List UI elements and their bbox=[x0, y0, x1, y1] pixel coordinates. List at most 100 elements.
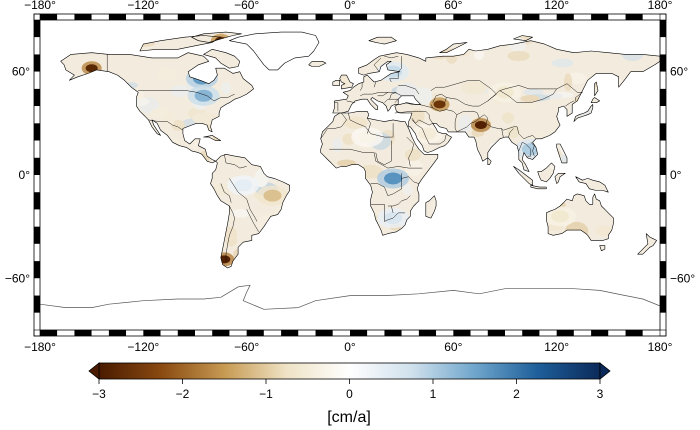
frame-segment bbox=[384, 14, 402, 20]
country-border bbox=[375, 140, 392, 165]
country-border bbox=[411, 119, 447, 145]
colorbar-extend-high bbox=[599, 362, 611, 380]
coastline-philippines bbox=[556, 143, 568, 164]
field-patch bbox=[410, 108, 425, 124]
frame-segment bbox=[281, 14, 299, 20]
frame-segment bbox=[522, 330, 540, 336]
field-feature bbox=[227, 175, 260, 196]
country-border bbox=[530, 142, 535, 157]
coastline-britain bbox=[339, 74, 354, 90]
coastline-ireland bbox=[332, 80, 341, 86]
frame-segment bbox=[660, 312, 666, 330]
frame-segment bbox=[660, 192, 666, 210]
country-border bbox=[391, 205, 394, 213]
frame-corner bbox=[659, 13, 667, 21]
frame-segment bbox=[195, 14, 213, 20]
frame-segment bbox=[108, 14, 127, 20]
frame-segment bbox=[418, 14, 437, 20]
country-border bbox=[373, 81, 377, 88]
colorbar-ticks: −3 −2 −1 0 1 2 3 bbox=[92, 379, 604, 401]
country-border bbox=[425, 111, 433, 124]
coastline-australia bbox=[545, 193, 614, 241]
frame-segment bbox=[40, 330, 58, 336]
frame-segment bbox=[470, 330, 488, 336]
field-patch bbox=[404, 148, 421, 161]
frame-segment bbox=[453, 330, 471, 336]
frame-segment bbox=[591, 330, 609, 336]
frame-segment bbox=[642, 330, 660, 336]
frame-segment bbox=[401, 330, 419, 336]
longitude-label: 120° bbox=[544, 0, 569, 12]
country-border bbox=[360, 92, 402, 97]
field-patch bbox=[474, 48, 485, 61]
country-border bbox=[556, 83, 583, 101]
country-border bbox=[565, 100, 575, 107]
longitude-label: 60° bbox=[444, 340, 462, 354]
frame-segment bbox=[505, 330, 523, 336]
frame-segment bbox=[34, 209, 40, 227]
coastline-java bbox=[530, 185, 547, 190]
country-border bbox=[394, 111, 426, 114]
colorbar-tick-label: 2 bbox=[513, 387, 520, 401]
frame-segment bbox=[487, 14, 505, 20]
coastline-sumatra bbox=[513, 166, 533, 186]
longitude-label: −60° bbox=[234, 0, 259, 12]
longitude-label: 60° bbox=[444, 0, 462, 12]
coastline-new-guinea bbox=[575, 176, 609, 193]
frame-segment bbox=[660, 20, 666, 38]
colorbar: −3 −2 −1 0 1 2 3 [cm/a] bbox=[88, 362, 611, 426]
field-feature bbox=[544, 206, 577, 227]
coastline-iceland bbox=[308, 60, 327, 67]
latitude-label: 0° bbox=[19, 168, 31, 182]
coastline-north-america bbox=[60, 52, 254, 164]
coastline-antarctica bbox=[40, 284, 660, 310]
frame-segment bbox=[74, 14, 92, 20]
field-patch bbox=[523, 88, 544, 96]
country-border bbox=[360, 82, 363, 91]
latitude-labels-right: 60° 0° −60° bbox=[670, 65, 695, 286]
frame-segment bbox=[34, 261, 40, 279]
country-border bbox=[501, 128, 504, 138]
frame-segment bbox=[212, 14, 230, 20]
frame-segment bbox=[436, 14, 454, 20]
coastline-tasmania bbox=[599, 245, 606, 252]
frame-segment bbox=[91, 14, 109, 20]
field-patch bbox=[223, 226, 238, 241]
frame-segment bbox=[332, 330, 350, 336]
frame-segment bbox=[660, 37, 666, 55]
frame-segment bbox=[660, 261, 666, 279]
frame-segment bbox=[608, 330, 626, 336]
longitude-label: −180° bbox=[24, 340, 56, 354]
frame-segment bbox=[660, 123, 666, 141]
field-patch bbox=[507, 50, 530, 62]
frame-segment bbox=[263, 14, 282, 20]
frame-segment bbox=[298, 14, 316, 20]
frame-segment bbox=[229, 330, 247, 336]
colorbar-gradient bbox=[98, 362, 601, 380]
longitude-label: 0° bbox=[344, 340, 356, 354]
frame-segment bbox=[143, 14, 161, 20]
field-patch bbox=[332, 137, 343, 153]
longitude-label: −120° bbox=[127, 0, 159, 12]
frame-segment bbox=[229, 14, 247, 20]
frame-segment bbox=[34, 88, 40, 107]
frame-segment bbox=[298, 330, 316, 336]
country-border bbox=[432, 93, 447, 103]
field-patch bbox=[414, 87, 433, 105]
frame-segment bbox=[74, 330, 92, 336]
field-patch bbox=[221, 82, 231, 95]
country-border bbox=[508, 128, 514, 138]
country-border bbox=[387, 195, 411, 207]
latitude-labels-left: 60° 0° −60° bbox=[5, 65, 30, 286]
frame-segment bbox=[660, 226, 666, 244]
colorbar-unit-label: [cm/a] bbox=[327, 409, 371, 426]
country-border bbox=[224, 154, 247, 169]
country-border bbox=[518, 142, 532, 157]
field-patch bbox=[403, 183, 413, 196]
field-patch bbox=[563, 73, 573, 92]
field-patch bbox=[517, 101, 536, 109]
coastline-africa bbox=[320, 111, 439, 236]
coastline-sulawesi bbox=[554, 173, 566, 184]
coastline-svalbard bbox=[368, 36, 397, 45]
